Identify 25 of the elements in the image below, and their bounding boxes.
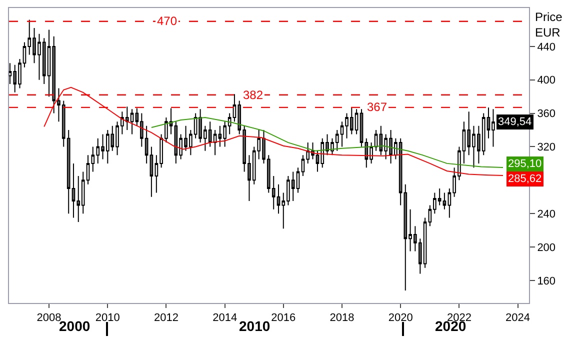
text: 349,54 [498,116,532,128]
y-tick-label: 360 [537,108,556,120]
ref-line-label: 382 [243,88,264,102]
candlestick [360,108,364,148]
ref-line-label: 470 [157,14,178,28]
x-tick-label: 2014 [212,312,238,324]
y-axis-title: Price EUR [535,10,563,40]
candlestick [374,130,378,152]
x-tick-label: 2024 [506,312,530,324]
x-tick-label: 2016 [271,312,296,324]
y-tick-label: 160 [537,275,556,288]
y-tick-label: 320 [537,142,556,154]
x-tick-label: 2012 [154,312,178,324]
candlestick [442,192,446,210]
y-tick-label: 240 [537,208,556,220]
y-tick-label: 400 [537,74,556,87]
data-label: 285,62 [508,173,542,185]
data-label: 295,10 [508,158,542,170]
x-tick-label: 2018 [330,312,354,324]
y-tick-label: 200 [537,242,556,254]
candlestick [150,146,154,198]
y-tick-label: 440 [537,41,556,54]
x-tick-label: 2020 [388,312,413,324]
x-tick-label: 2010 [95,312,120,324]
ref-line-label: 367 [367,100,388,114]
